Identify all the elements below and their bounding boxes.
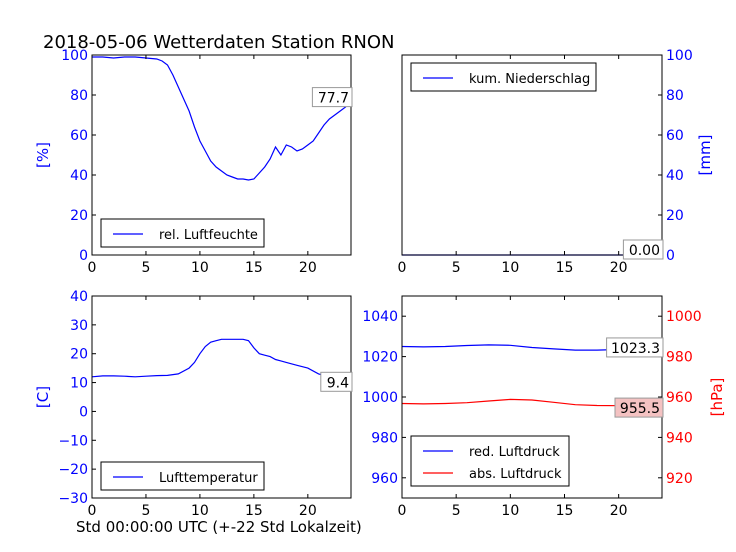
x-tick-label: 5	[452, 260, 461, 276]
y-tick-label: 1040	[362, 309, 398, 325]
x-tick-label: 15	[556, 503, 574, 519]
x-tick-label: 20	[610, 260, 628, 276]
y-tick-label: 20	[70, 208, 88, 224]
y2-tick-label: 40	[666, 168, 684, 184]
y-tick-label: 1000	[362, 390, 398, 406]
x-tick-label: 20	[299, 260, 317, 276]
current-value-label: 9.4	[327, 375, 349, 391]
legend-entry: kum. Niederschlag	[469, 72, 590, 87]
panel-temperature: 0 5 10 15 20 −30 −20 −10 0 10 20 30 40 [C] Lufttempera…	[34, 289, 353, 519]
panel-precipitation: 0 5 10 15 20 0 20 40 60 80 100 [mm] kum. Niederschla…	[398, 48, 714, 276]
y2-tick-label: 940	[666, 430, 693, 446]
legend-box	[100, 218, 265, 248]
x-axis-label: Std 00:00:00 UTC (+-22 Std Lokalzeit)	[76, 518, 362, 536]
y2-tick-label: 0	[666, 248, 675, 264]
axes-frame	[91, 54, 352, 256]
y-tick-label: 60	[70, 128, 88, 144]
x-tick-label: 15	[556, 260, 574, 276]
series-line-temperature-0	[91, 338, 352, 385]
y2-tick-label: 1000	[666, 309, 702, 325]
x-tick-label: 5	[141, 503, 150, 519]
x-tick-label: 15	[245, 260, 263, 276]
y-tick-label: 0	[79, 404, 88, 420]
panel-pressure: 0 5 10 15 20 960 980 1000 1020 1040 920 940 960 980 10…	[362, 295, 726, 519]
y-tick-label: −20	[58, 462, 88, 478]
y-tick-label: −30	[58, 491, 88, 507]
y2-tick-label: 100	[666, 48, 693, 64]
axes-frame	[401, 54, 663, 256]
x-tick-label: 0	[88, 260, 97, 276]
y-tick-label: 10	[70, 376, 88, 392]
y2-tick-label: 80	[666, 88, 684, 104]
y-tick-label: −10	[58, 433, 88, 449]
y-tick-label: 1020	[362, 350, 398, 366]
x-tick-label: 0	[398, 503, 407, 519]
panel-humidity: 0 5 10 15 20 0 20 40 60 80 100 [%] rel. Luftfeuchte 7…	[34, 48, 353, 276]
x-tick-label: 5	[141, 260, 150, 276]
y-tick-label: 960	[371, 471, 398, 487]
current-value-label-box	[606, 337, 664, 358]
y-tick-label: 100	[61, 48, 88, 64]
y-tick-label: 80	[70, 88, 88, 104]
current-value-label-2: 955.5	[620, 401, 660, 417]
current-value-label: 0.00	[629, 243, 660, 259]
current-value-label-box	[320, 371, 353, 392]
current-value-label: 1023.3	[611, 341, 660, 357]
figure-title: 2018-05-06 Wetterdaten Station RNON	[43, 32, 394, 53]
y-tick-label: 30	[70, 318, 88, 334]
x-tick-label: 10	[191, 260, 209, 276]
y2-tick-label: 960	[666, 390, 693, 406]
x-tick-label: 5	[452, 503, 461, 519]
legend-entry: abs. Luftdruck	[469, 467, 562, 482]
y-axis-label: [C]	[34, 386, 52, 408]
y-tick-label: 40	[70, 289, 88, 305]
series-line-humidity-0	[92, 56, 352, 181]
x-tick-label: 0	[88, 503, 97, 519]
x-tick-label: 10	[501, 503, 519, 519]
y2-tick-label: 20	[666, 208, 684, 224]
y-tick-label: 980	[371, 430, 398, 446]
y2-tick-label: 920	[666, 471, 693, 487]
legend-entry: Lufttemperatur	[159, 471, 258, 486]
legend-box	[410, 62, 597, 92]
x-tick-label: 10	[191, 503, 209, 519]
y-tick-label: 20	[70, 347, 88, 363]
x-tick-label: 15	[245, 503, 263, 519]
y-axis-label: [%]	[34, 142, 52, 168]
y2-axis-label: [hPa]	[708, 378, 726, 417]
legend-box	[100, 461, 265, 491]
current-value-label-2-box	[614, 397, 664, 418]
x-tick-label: 20	[610, 503, 628, 519]
y-tick-label: 0	[79, 248, 88, 264]
y2-tick-label: 60	[666, 128, 684, 144]
current-value-label-box	[622, 239, 664, 260]
x-tick-label: 20	[299, 503, 317, 519]
current-value-label: 77.7	[318, 91, 349, 107]
legend-box	[410, 435, 570, 487]
y2-tick-label: 980	[666, 350, 693, 366]
x-tick-label: 10	[501, 260, 519, 276]
y-axis-label: [mm]	[696, 135, 714, 176]
axes-frame	[91, 295, 352, 499]
y-tick-label: 40	[70, 168, 88, 184]
current-value-label-box	[311, 87, 353, 108]
legend-entry: rel. Luftfeuchte	[159, 228, 258, 243]
legend-entry: red. Luftdruck	[469, 445, 560, 460]
x-tick-label: 0	[398, 260, 407, 276]
